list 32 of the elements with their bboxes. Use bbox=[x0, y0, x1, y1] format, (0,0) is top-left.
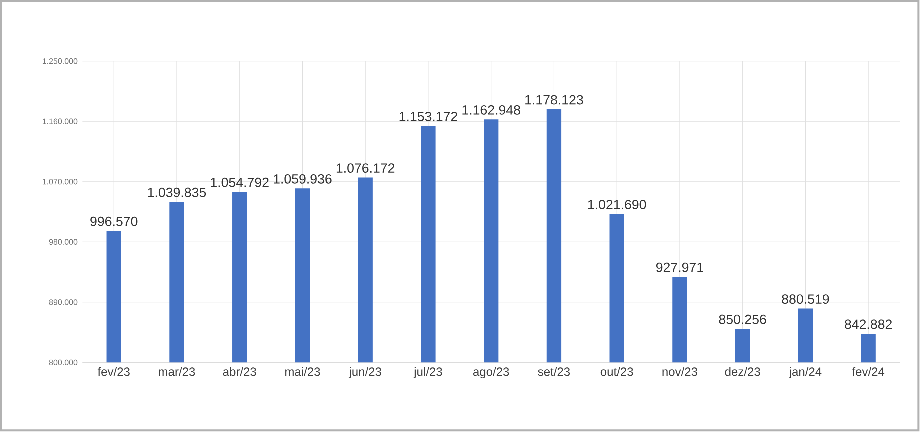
x-tick-label: mai/23 bbox=[286, 367, 320, 376]
data-label: 1.162.948 bbox=[462, 105, 520, 115]
y-tick-label: 890.000 bbox=[49, 300, 78, 306]
x-tick-label: nov/23 bbox=[662, 367, 698, 376]
data-label: 927.971 bbox=[656, 262, 704, 272]
x-tick-label: dez/23 bbox=[725, 367, 760, 376]
data-label: 842.882 bbox=[845, 320, 892, 330]
data-label: 1.021.690 bbox=[588, 200, 646, 210]
data-label: 1.178.123 bbox=[526, 95, 584, 105]
x-tick-label: set/23 bbox=[538, 367, 570, 376]
data-label: 1.054.792 bbox=[211, 178, 269, 188]
x-tick-label: jan/24 bbox=[789, 367, 822, 379]
y-tick-label: 1.070.000 bbox=[42, 179, 78, 185]
x-tick-label: out/23 bbox=[600, 367, 634, 376]
data-label: 996.570 bbox=[90, 216, 138, 226]
y-tick-label: 800.000 bbox=[49, 360, 78, 366]
x-tick-label: mar/23 bbox=[159, 367, 196, 376]
data-label: 1.076.172 bbox=[336, 164, 395, 174]
data-label: 850.256 bbox=[719, 314, 766, 324]
data-label: 1.059.936 bbox=[274, 174, 332, 184]
x-tick-label: fev/23 bbox=[98, 367, 130, 376]
y-tick-label: 980.000 bbox=[49, 239, 78, 245]
data-label: 880.519 bbox=[782, 294, 830, 304]
x-tick-label: ago/23 bbox=[473, 367, 510, 379]
y-tick-label: 1.160.000 bbox=[42, 118, 78, 124]
x-tick-label: jul/23 bbox=[414, 367, 442, 379]
x-tick-label: jun/23 bbox=[348, 367, 382, 379]
x-tick-label: fev/24 bbox=[852, 367, 885, 376]
data-label: 1.153.172 bbox=[400, 112, 458, 122]
y-tick-label: 1.250.000 bbox=[42, 58, 78, 64]
data-label: 1.039.835 bbox=[148, 188, 206, 198]
x-tick-label: abr/23 bbox=[223, 367, 256, 376]
